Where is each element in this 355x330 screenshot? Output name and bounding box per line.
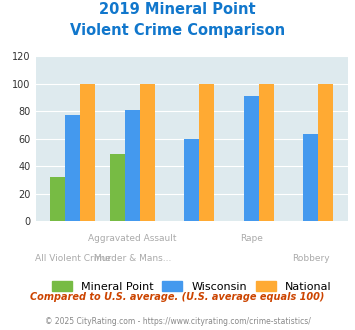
Legend: Mineral Point, Wisconsin, National: Mineral Point, Wisconsin, National — [48, 276, 336, 296]
Bar — [50, 177, 65, 221]
Bar — [259, 83, 273, 221]
Text: Aggravated Assault: Aggravated Assault — [88, 234, 176, 243]
Text: Violent Crime Comparison: Violent Crime Comparison — [70, 23, 285, 38]
Bar — [140, 83, 154, 221]
Text: Murder & Mans...: Murder & Mans... — [93, 254, 171, 263]
Bar — [318, 83, 333, 221]
Bar — [125, 110, 140, 221]
Bar — [65, 115, 80, 221]
Text: All Violent Crime: All Violent Crime — [35, 254, 110, 263]
Bar — [199, 83, 214, 221]
Text: Robbery: Robbery — [292, 254, 329, 263]
Text: Compared to U.S. average. (U.S. average equals 100): Compared to U.S. average. (U.S. average … — [30, 292, 325, 302]
Text: Rape: Rape — [240, 234, 263, 243]
Bar — [244, 96, 259, 221]
Bar — [110, 154, 125, 221]
Bar — [303, 134, 318, 221]
Bar — [80, 83, 95, 221]
Text: © 2025 CityRating.com - https://www.cityrating.com/crime-statistics/: © 2025 CityRating.com - https://www.city… — [45, 317, 310, 326]
Text: 2019 Mineral Point: 2019 Mineral Point — [99, 2, 256, 16]
Bar — [184, 139, 199, 221]
